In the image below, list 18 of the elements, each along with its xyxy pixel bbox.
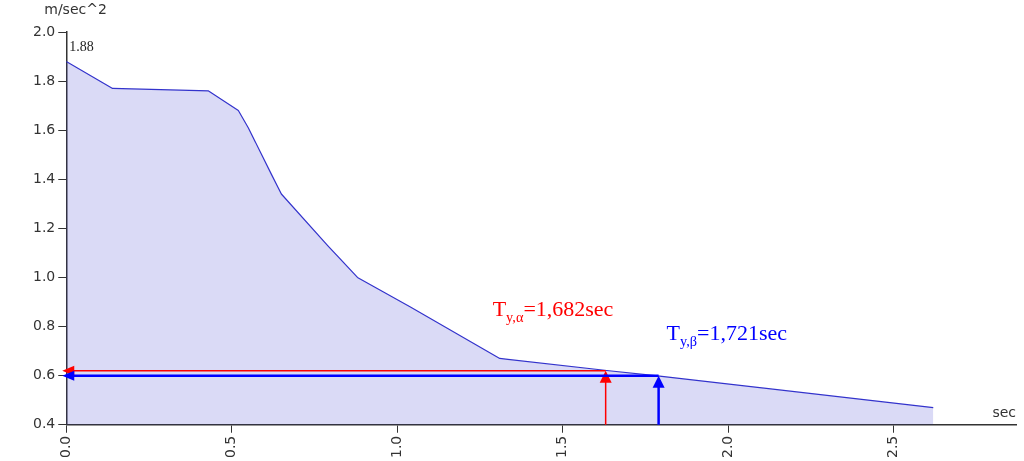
y-tick-label: 0.4	[33, 415, 56, 432]
y-tick-label: 1.8	[33, 71, 56, 88]
y-tick-label: 1.4	[33, 169, 56, 186]
y-tick-label: 1.6	[33, 120, 56, 137]
y-tick-label: 1.0	[33, 268, 56, 285]
y-tick-label: 0.6	[33, 366, 56, 383]
x-axis-title: sec	[992, 403, 1016, 420]
x-tick-label: 2.5	[884, 435, 901, 458]
x-tick-label: 2.0	[718, 435, 735, 458]
x-tick-label: 0.5	[222, 435, 239, 458]
annotation: 1.88	[69, 39, 94, 55]
x-tick-label: 1.0	[387, 435, 404, 458]
y-tick-label: 2.0	[33, 22, 56, 39]
x-tick-label: 0.0	[56, 435, 73, 458]
y-tick-label: 1.2	[33, 219, 56, 236]
y-tick-label: 0.8	[33, 317, 56, 334]
y-axis-title: m/sec^2	[44, 1, 107, 17]
x-tick-label: 1.5	[553, 435, 570, 458]
